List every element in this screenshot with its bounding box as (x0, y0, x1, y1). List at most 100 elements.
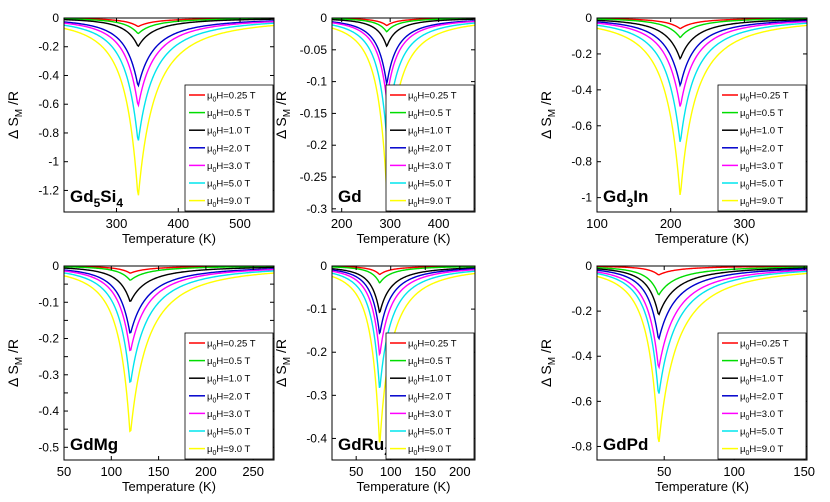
y-tick-label: 0 (585, 11, 592, 25)
panel-title: GdRu2 (338, 435, 391, 458)
x-tick-label: 100 (586, 216, 608, 231)
y-tick-label: -0.4 (571, 83, 592, 97)
legend-entry: μ0H=0.25 T (408, 339, 457, 352)
x-axis-label: Temperature (K) (655, 479, 749, 494)
y-tick-label: -0.2 (306, 138, 327, 152)
x-tick-label: 200 (660, 216, 682, 231)
series-line-2 (597, 266, 807, 296)
series-group (597, 266, 807, 443)
x-tick-label: 150 (793, 464, 815, 479)
legend: μ0H=0.25 T μ0H=0.5 T μ0H=1.0 T μ0H=2.0 T μ0H… (184, 84, 274, 212)
y-tick-label: -0.1 (38, 295, 59, 309)
y-tick-label: -1 (48, 155, 59, 169)
legend-entry: μ0H=0.5 T (408, 108, 451, 121)
legend: μ0H=0.25 T μ0H=0.5 T μ0H=1.0 T μ0H=2.0 T μ0H… (717, 332, 807, 460)
series-line-3 (597, 19, 807, 61)
series-line-5 (332, 20, 475, 100)
legend-entry: μ0H=0.25 T (408, 91, 457, 104)
x-tick-label: 100 (723, 464, 745, 479)
legend-entry: μ0H=5.0 T (740, 179, 783, 192)
panel-title: Gd (338, 187, 362, 206)
series-line-7 (332, 272, 475, 443)
series-line-3 (597, 267, 807, 316)
x-tick-label: 500 (229, 216, 251, 231)
y-tick-label: -0.1 (306, 75, 327, 89)
legend-entry: μ0H=0.25 T (740, 91, 789, 104)
series-line-4 (332, 268, 475, 335)
y-tick-label: -1.2 (38, 183, 59, 197)
panel-6: 0 -0.2 -0.4 -0.6 -0.8 50 100 150 Temperature (K)… (538, 259, 815, 494)
legend-box (717, 332, 807, 460)
x-tick-label: 400 (167, 216, 189, 231)
series-line-2 (332, 18, 475, 33)
y-tick-label: -0.4 (38, 68, 59, 82)
series-line-7 (332, 24, 475, 190)
x-tick-label: 100 (380, 464, 402, 479)
series-line-6 (64, 270, 274, 384)
x-tick-label: 150 (414, 464, 436, 479)
x-tick-label: 150 (148, 464, 170, 479)
legend-entry: μ0H=9.0 T (207, 444, 250, 457)
legend-entry: μ0H=1.0 T (207, 126, 250, 139)
legend-entry: μ0H=0.5 T (740, 356, 783, 369)
y-tick-label: -0.8 (38, 126, 59, 140)
y-tick-label: -1 (581, 191, 592, 205)
x-axis-label: Temperature (K) (122, 231, 216, 246)
x-tick-label: 100 (100, 464, 122, 479)
legend-entry: μ0H=9.0 T (740, 196, 783, 209)
legend-entry: μ0H=3.0 T (740, 161, 783, 174)
legend: μ0H=0.25 T μ0H=0.5 T μ0H=1.0 T μ0H=2.0 T μ0H… (385, 332, 475, 460)
series-line-7 (64, 272, 274, 433)
y-tick-label: 0 (52, 11, 59, 25)
y-tick-label: -0.6 (571, 119, 592, 133)
legend-entry: μ0H=1.0 T (408, 374, 451, 387)
y-tick-label: -0.2 (38, 332, 59, 346)
series-line-5 (332, 269, 475, 357)
legend-entry: μ0H=2.0 T (740, 143, 783, 156)
legend-entry: μ0H=0.25 T (740, 339, 789, 352)
panel-5: 0 -0.1 -0.2 -0.3 -0.4 50 100 150 200Temperature … (273, 259, 476, 494)
series-line-5 (64, 268, 274, 352)
y-tick-label: -0.15 (300, 106, 328, 120)
legend-entry: μ0H=2.0 T (408, 391, 451, 404)
series-line-7 (597, 24, 807, 196)
x-axis-label: Temperature (K) (357, 479, 451, 494)
plot-frame (63, 17, 275, 213)
y-tick-label: -0.4 (571, 349, 592, 363)
panel-title: Gd5Si4 (70, 187, 123, 210)
y-tick-label: 0 (320, 259, 327, 273)
y-axis-label: Δ SM /R (538, 91, 558, 139)
legend-entry: μ0H=0.5 T (408, 356, 451, 369)
series-line-2 (597, 18, 807, 39)
series-group (64, 18, 274, 196)
series-line-5 (597, 269, 807, 370)
legend-entry: μ0H=3.0 T (408, 409, 451, 422)
y-tick-label: -0.4 (38, 404, 59, 418)
x-axis-label: Temperature (K) (655, 231, 749, 246)
series-line-6 (332, 270, 475, 389)
series-line-4 (64, 268, 274, 334)
legend-entry: μ0H=9.0 T (408, 196, 451, 209)
x-tick-label: 250 (242, 464, 264, 479)
legend-entry: μ0H=0.25 T (207, 339, 256, 352)
x-tick-label: 300 (734, 216, 756, 231)
x-tick-label: 400 (428, 216, 450, 231)
panel-1: 0 -0.2 -0.4 -0.6 -0.8 -1 -1.2 300 400 500 Temperat… (5, 11, 275, 246)
series-line-3 (64, 18, 274, 48)
plot-frame (331, 17, 476, 213)
panel-title: Gd3In (603, 187, 648, 210)
series-line-4 (64, 20, 274, 88)
y-axis-label: Δ SM /R (5, 339, 25, 387)
legend-entry: μ0H=5.0 T (740, 427, 783, 440)
series-group (332, 18, 475, 190)
x-tick-label: 50 (57, 464, 71, 479)
x-axis-label: Temperature (K) (357, 231, 451, 246)
series-line-4 (597, 268, 807, 341)
x-tick-label: 200 (449, 464, 471, 479)
legend-entry: μ0H=9.0 T (740, 444, 783, 457)
series-line-3 (64, 266, 274, 302)
plot-frame (63, 265, 275, 461)
panel-4: 0 -0.1 -0.2 -0.3 -0.4 -0.5 50 100 150 200 250 Tempe… (5, 259, 275, 494)
x-tick-label: 300 (379, 216, 401, 231)
